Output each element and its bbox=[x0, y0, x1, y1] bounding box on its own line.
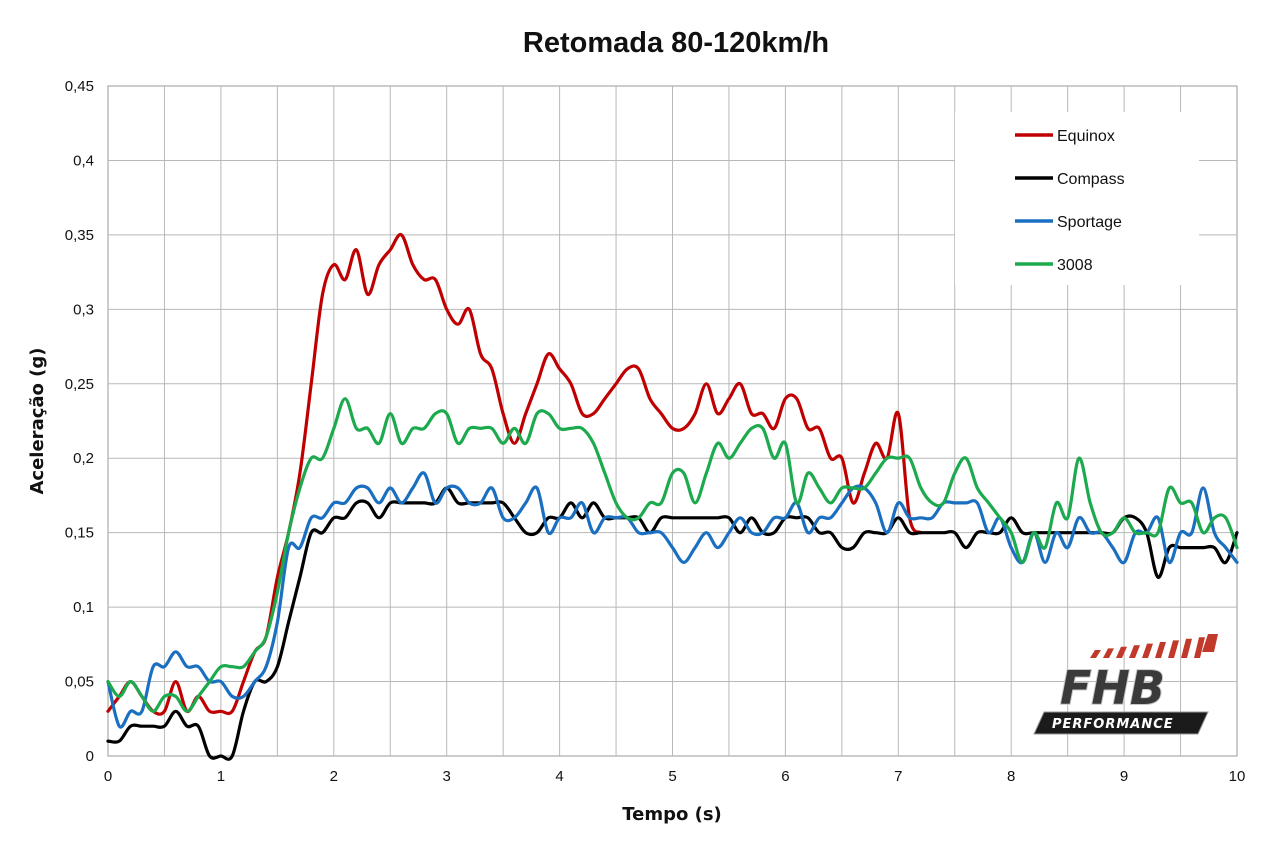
x-tick-label: 10 bbox=[1229, 768, 1246, 785]
logo-stripe bbox=[1103, 648, 1114, 658]
logo-stripe bbox=[1116, 646, 1127, 658]
y-tick-label: 0,15 bbox=[65, 525, 94, 542]
x-tick-label: 1 bbox=[217, 768, 225, 785]
x-tick-label: 3 bbox=[443, 768, 451, 785]
vertical-gridlines bbox=[163, 86, 1182, 756]
x-tick-label: 9 bbox=[1120, 768, 1128, 785]
legend-label-equinox: Equinox bbox=[1057, 128, 1115, 145]
x-tick-label: 2 bbox=[330, 768, 338, 785]
legend-label-compass: Compass bbox=[1057, 171, 1125, 188]
logo-stripe bbox=[1090, 650, 1101, 658]
series-layer bbox=[106, 233, 1239, 761]
logo-stripe bbox=[1142, 643, 1153, 658]
x-tick-label: 0 bbox=[104, 768, 112, 785]
logo-sub-text: PERFORMANCE bbox=[1052, 717, 1174, 732]
y-tick-label: 0,3 bbox=[73, 301, 94, 318]
logo-stripe bbox=[1155, 642, 1166, 658]
chart-title: Retomada 80-120km/h bbox=[523, 27, 829, 59]
y-tick-label: 0,4 bbox=[73, 152, 94, 169]
y-tick-label: 0,05 bbox=[65, 674, 94, 691]
logo-stripe bbox=[1194, 637, 1205, 658]
logo-banner bbox=[1033, 711, 1209, 735]
y-tick-label: 0,45 bbox=[65, 78, 94, 95]
y-tick-label: 0,35 bbox=[65, 227, 94, 244]
y-tick-label: 0,2 bbox=[73, 450, 94, 467]
x-axis-title: Tempo (s) bbox=[622, 804, 722, 825]
logo-stripe bbox=[1129, 645, 1140, 658]
y-tick-label: 0,1 bbox=[73, 599, 94, 616]
y-tick-label: 0 bbox=[86, 748, 94, 765]
y-tick-label: 0,25 bbox=[65, 376, 94, 393]
series-line-3008 bbox=[106, 397, 1239, 713]
logo-stripe bbox=[1202, 634, 1218, 652]
logo-main-text: FHB bbox=[1060, 661, 1165, 715]
legend-label-sportage: Sportage bbox=[1057, 214, 1122, 231]
x-tick-label: 5 bbox=[668, 768, 676, 785]
x-tick-label: 8 bbox=[1007, 768, 1015, 785]
logo-stripes bbox=[1090, 634, 1218, 658]
legend-label-3008: 3008 bbox=[1057, 257, 1093, 274]
legend: Equinox Compass Sportage 3008 bbox=[955, 112, 1199, 285]
x-tick-label: 4 bbox=[555, 768, 563, 785]
x-axis-tick-labels: 0 1 2 3 4 5 6 7 8 9 10 bbox=[104, 768, 1246, 785]
logo-stripe bbox=[1181, 638, 1192, 658]
y-axis-tick-labels: 0 0,05 0,1 0,15 0,2 0,25 0,3 0,35 0,4 0,45 bbox=[65, 78, 94, 765]
fhb-logo: FHB PERFORMANCE bbox=[1033, 634, 1218, 735]
series-line-equinox bbox=[106, 233, 923, 716]
series-line-sportage bbox=[106, 471, 1239, 729]
logo-stripe bbox=[1168, 640, 1179, 658]
x-tick-label: 6 bbox=[781, 768, 789, 785]
x-tick-label: 7 bbox=[894, 768, 902, 785]
legend-box bbox=[955, 112, 1199, 285]
y-axis-title: Aceleração (g) bbox=[27, 348, 48, 495]
